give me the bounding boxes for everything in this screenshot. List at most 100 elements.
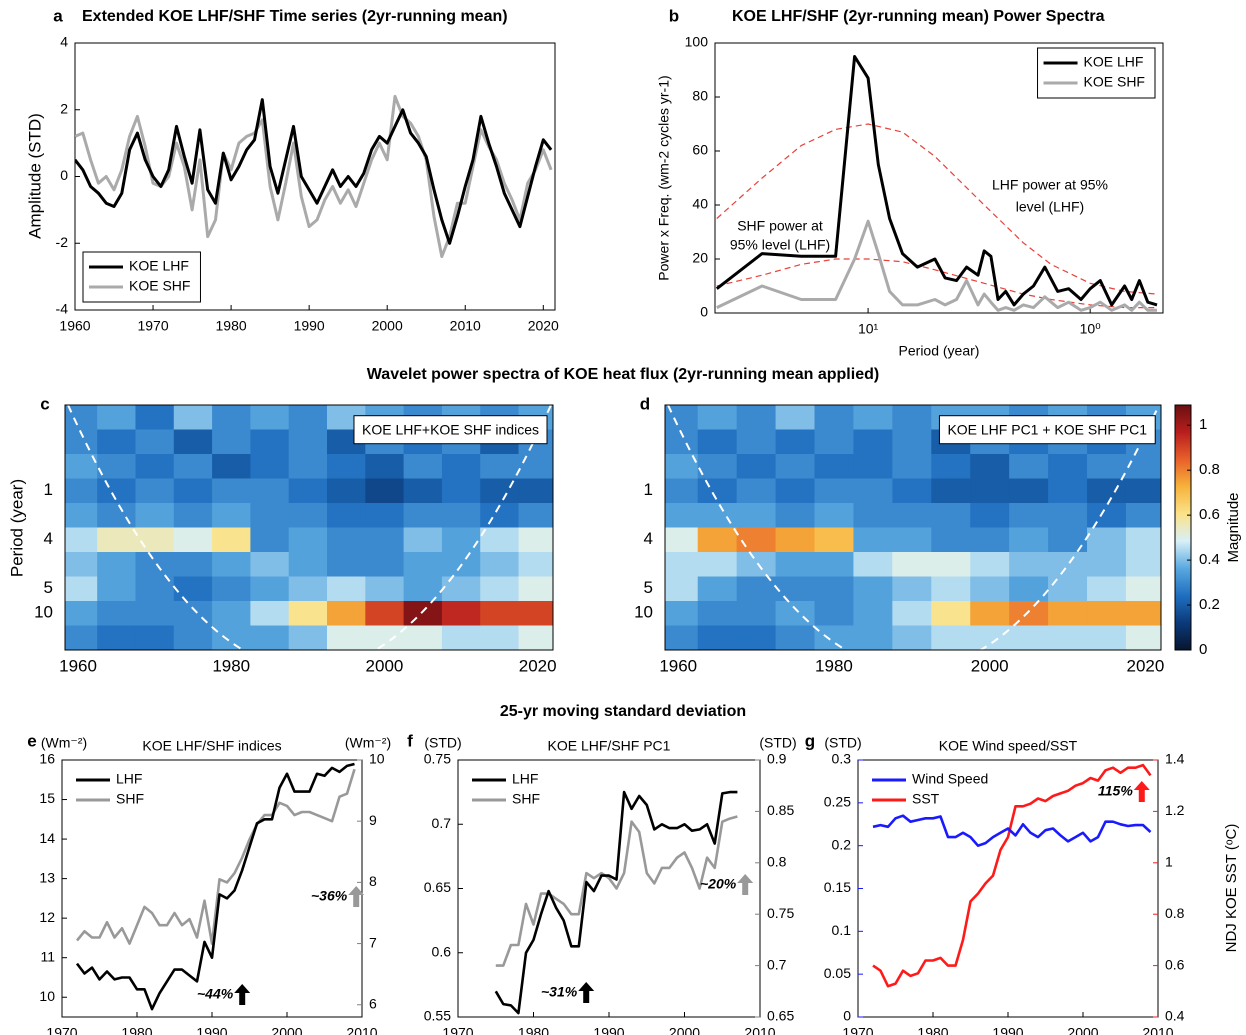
panel-letter: g <box>805 731 815 750</box>
annotation: LHF power at 95% <box>992 177 1108 193</box>
y-tick-label: 1 <box>644 480 653 499</box>
annotation-arrow <box>348 886 365 907</box>
heatmap-cell <box>135 576 175 602</box>
heatmap-cell <box>697 503 738 528</box>
heatmap-cell <box>1009 454 1049 479</box>
box-label: KOE LHF PC1 + KOE SHF PC1 <box>947 422 1147 438</box>
heatmap-cell <box>518 503 553 528</box>
heatmap-cell <box>853 429 893 455</box>
heatmap-cell <box>97 527 136 553</box>
y2-tick-label: 1.2 <box>1165 802 1185 818</box>
x-tick-label: 2000 <box>1067 1025 1098 1035</box>
y-tick-label: 0 <box>700 304 708 320</box>
y-tick-label: 0 <box>843 1008 851 1024</box>
x-tick-label: 1980 <box>917 1025 948 1035</box>
heatmap-cell <box>814 576 854 602</box>
x-tick-label: 1980 <box>216 318 247 334</box>
heatmap-cell <box>697 625 738 650</box>
heatmap-cell <box>892 429 932 455</box>
x-tick-label: 2020 <box>519 656 557 675</box>
heatmap-cell <box>736 454 777 479</box>
x-tick-label: 2010 <box>346 1025 377 1035</box>
heatmap-cell <box>775 576 816 602</box>
heatmap-cell <box>1009 625 1049 650</box>
series-line <box>872 814 1152 847</box>
x-tick-label: 1980 <box>518 1025 549 1035</box>
heatmap-cell <box>65 552 98 577</box>
legend: LHF SHF <box>76 771 144 807</box>
heatmap-cell <box>327 454 366 479</box>
heatmap-cell <box>665 527 699 553</box>
heatmap-cell <box>480 625 520 650</box>
heatmap-cell <box>736 601 777 626</box>
heatmap-cell <box>441 625 481 650</box>
x-tick-label: 2000 <box>669 1025 700 1035</box>
legend-label: SHF <box>116 791 144 807</box>
chart-title: KOE LHF/SHF indices <box>142 738 281 754</box>
heatmap-cell <box>1087 503 1127 528</box>
x-tick-label: 10¹ <box>858 321 879 337</box>
heatmap-cell <box>173 429 213 455</box>
y-tick-label: 0.1 <box>832 922 852 938</box>
heatmap-cell <box>250 454 290 479</box>
colorbar-tick-label: 0.6 <box>1199 506 1220 523</box>
heatmap-cell <box>775 429 816 455</box>
x-tick-label: 1990 <box>294 318 325 334</box>
frame <box>61 759 363 1018</box>
heatmap-cell <box>403 503 443 528</box>
heatmap-cell <box>212 576 251 602</box>
y-tick-label: 5 <box>44 578 53 597</box>
heatmap-cell <box>288 552 328 577</box>
heatmap-cell <box>212 601 251 626</box>
heatmap-cell <box>97 601 136 626</box>
heatmap-cell <box>441 576 481 602</box>
heatmap-cell <box>250 503 290 528</box>
heatmap-cell <box>173 503 213 528</box>
legend-label: KOE LHF <box>1084 54 1144 70</box>
heatmap-cell <box>1009 552 1049 577</box>
heatmap-cell <box>288 576 328 602</box>
heatmap-cell <box>1048 552 1088 577</box>
y2-tick-label: 0.7 <box>767 956 787 972</box>
heatmap-cell <box>931 527 971 553</box>
heatmap-cell <box>403 478 443 504</box>
y-axis-label: Amplitude (STD) <box>25 113 44 239</box>
y-tick-label: 5 <box>644 578 653 597</box>
annotation-arrow <box>1133 781 1150 802</box>
y-axis-label: Power x Freq. (wm-2 cycles yr-1) <box>656 75 672 280</box>
heatmap-cell <box>892 552 932 577</box>
heatmap-cell <box>1087 527 1127 553</box>
chart-title: Extended KOE LHF/SHF Time series (2yr-ru… <box>82 8 508 25</box>
y2-tick-label: 8 <box>369 873 377 889</box>
y2-tick-label: 0.6 <box>1165 956 1185 972</box>
heatmap-cell <box>1048 601 1088 626</box>
annotation: ~20% <box>700 876 737 892</box>
y-tick-label: -4 <box>56 301 69 317</box>
panel-letter: f <box>407 731 413 750</box>
heatmap-cell <box>212 503 251 528</box>
heatmap-cell <box>288 478 328 504</box>
panel-letter: a <box>53 6 63 25</box>
chart-title: KOE LHF/SHF (2yr-running mean) Power Spe… <box>732 8 1105 25</box>
y-tick-label: 4 <box>44 529 53 548</box>
heatmap-cell <box>441 454 481 479</box>
heatmap-cell <box>1125 601 1161 626</box>
heatmap-cell <box>814 405 854 430</box>
section-title: 25-yr moving standard deviation <box>500 703 746 720</box>
heatmap-cell <box>665 576 699 602</box>
series-line <box>872 763 1152 988</box>
legend: Wind Speed SST <box>872 771 988 807</box>
x-tick-label: 1980 <box>212 656 250 675</box>
legend-frame <box>82 251 201 303</box>
box-label: KOE LHF+KOE SHF indices <box>362 422 539 438</box>
x-tick-label: 1970 <box>46 1025 77 1035</box>
significance-curve <box>716 123 1158 295</box>
x-tick-label: 1980 <box>815 656 853 675</box>
heatmap-cell <box>327 601 366 626</box>
heatmap-cell <box>970 601 1010 626</box>
heatmap-cell <box>1125 552 1161 577</box>
heatmap-cell <box>173 478 213 504</box>
heatmap-cell <box>288 454 328 479</box>
frame <box>64 404 554 651</box>
heatmap-cell <box>97 576 136 602</box>
